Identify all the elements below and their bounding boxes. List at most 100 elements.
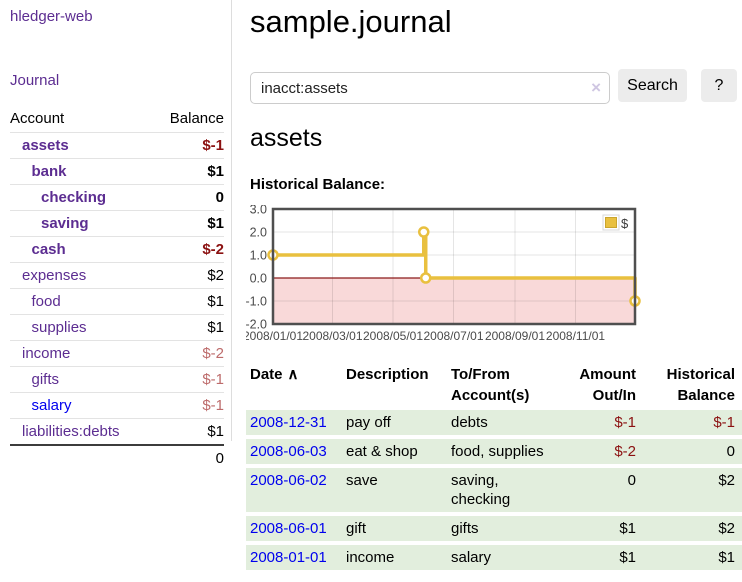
clear-search-icon[interactable]: × — [591, 78, 601, 97]
sidebar-total-balance: 0 — [153, 444, 224, 471]
register-accounts: saving, checking — [447, 468, 572, 512]
register-description: save — [342, 468, 447, 512]
register-amount: $1 — [572, 516, 640, 541]
sidebar-account-balance: $1 — [153, 314, 224, 341]
chart-title: Historical Balance: — [250, 176, 386, 193]
register-accounts: salary — [447, 545, 572, 570]
register-description: income — [342, 545, 447, 570]
register-date-link[interactable]: 2008-06-03 — [250, 443, 327, 460]
help-button[interactable]: ? — [701, 69, 737, 102]
accounts-table-header: Account Balance — [10, 110, 224, 133]
svg-text:0.0: 0.0 — [250, 272, 267, 286]
sidebar-account-row: supplies $1 — [10, 314, 224, 341]
register-col-description: Description — [342, 364, 447, 406]
sidebar-account-bank[interactable]: bank — [31, 163, 67, 180]
accounts-col-balance: Balance — [169, 110, 224, 127]
register-col-tofrom: To/From Account(s) — [447, 364, 572, 406]
register-row: 2008-12-31 pay off debts $-1 $-1 — [246, 410, 742, 435]
sidebar-account-saving[interactable]: saving — [41, 215, 89, 232]
register-row: 2008-06-01 gift gifts $1 $2 — [246, 516, 742, 541]
accounts-col-account: Account — [10, 110, 65, 127]
search-input[interactable] — [250, 72, 610, 104]
sidebar-account-salary[interactable]: salary — [31, 397, 72, 414]
register-date-cell: 2008-12-31 — [246, 410, 342, 435]
sidebar-account-expenses[interactable]: expenses — [22, 267, 87, 284]
sidebar-account-assets[interactable]: assets — [22, 137, 69, 154]
search-form: × Search ? — [250, 68, 742, 104]
register-accounts: debts — [447, 410, 572, 435]
sidebar-account-balance: $1 — [153, 288, 224, 315]
account-heading: assets — [250, 124, 323, 152]
svg-text:1.0: 1.0 — [250, 249, 267, 263]
historical-balance-chart[interactable]: $3.0 2.0 1.0 0.0 -1.0 -2.0 2008/01/01 2008/03/0… — [243, 203, 646, 347]
sidebar-account-balance: $-1 — [153, 392, 224, 419]
register-date-cell: 2008-06-02 — [246, 468, 342, 512]
main-content: sample.journal × Search ? assets Histori… — [243, 0, 742, 574]
register-col-label: Description — [346, 366, 429, 383]
sidebar-account-gifts[interactable]: gifts — [31, 371, 60, 388]
register-date-link[interactable]: 2008-01-01 — [250, 549, 327, 566]
sidebar-account-balance: $-2 — [153, 236, 224, 263]
register-accounts-text: salary — [451, 549, 492, 566]
register-description: gift — [342, 516, 447, 541]
svg-text:2008/03/01: 2008/03/01 — [302, 329, 362, 343]
register-accounts-text: saving, checking — [451, 472, 511, 508]
sidebar: hledger-web Journal Account Balance asse… — [0, 0, 232, 471]
sidebar-account-checking[interactable]: checking — [41, 189, 107, 206]
sidebar-account-cash[interactable]: cash — [31, 241, 66, 258]
sidebar-account-liabilities-debts[interactable]: liabilities:debts — [22, 423, 120, 440]
register-date-cell: 2008-01-01 — [246, 545, 342, 570]
chart-legend-label: $ — [621, 216, 629, 231]
register-balance: $2 — [640, 468, 742, 512]
sidebar-account-row: expenses $2 — [10, 262, 224, 289]
register-col-label: To/From Account(s) — [451, 366, 530, 404]
search-button[interactable]: Search — [618, 69, 687, 102]
svg-text:2008/05/01: 2008/05/01 — [363, 329, 423, 343]
register-col-date[interactable]: Date ∧ — [246, 364, 342, 406]
register-table: Date ∧ Description To/From Account(s) Amount… — [246, 360, 742, 574]
sidebar-account-row: gifts $-1 — [10, 366, 224, 393]
register-date-link[interactable]: 2008-12-31 — [250, 414, 327, 431]
register-row: 2008-06-03 eat & shop food, supplies $-2 0 — [246, 439, 742, 464]
register-balance: 0 — [640, 439, 742, 464]
sidebar-account-row: income $-2 — [10, 340, 224, 367]
register-amount: $-1 — [572, 410, 640, 435]
sidebar-account-supplies[interactable]: supplies — [31, 319, 87, 336]
register-date-cell: 2008-06-03 — [246, 439, 342, 464]
sidebar-account-row: saving $1 — [10, 210, 224, 237]
register-col-label: Historical Balance — [666, 366, 735, 404]
sidebar-total-row: 0 — [10, 444, 224, 471]
register-accounts: food, supplies — [447, 439, 572, 464]
sidebar-account-row: food $1 — [10, 288, 224, 315]
sidebar-account-balance: $1 — [153, 158, 224, 185]
sidebar-account-balance: $-1 — [153, 132, 224, 159]
register-amount: $-2 — [572, 439, 640, 464]
app-brand-link[interactable]: hledger-web — [10, 8, 93, 25]
register-balance: $2 — [640, 516, 742, 541]
sidebar-account-row: liabilities:debts $1 — [10, 418, 224, 445]
svg-text:2008/09/01: 2008/09/01 — [485, 329, 545, 343]
register-date-link[interactable]: 2008-06-02 — [250, 472, 327, 489]
sidebar-item-journal[interactable]: Journal — [10, 72, 60, 89]
register-date-link[interactable]: 2008-06-01 — [250, 520, 327, 537]
register-col-historical: Historical Balance — [640, 364, 742, 406]
sidebar-account-row: cash $-2 — [10, 236, 224, 263]
register-amount: 0 — [572, 468, 640, 512]
search-input-wrap: × — [250, 72, 610, 104]
sidebar-account-balance: $-2 — [153, 340, 224, 367]
sidebar-account-row: salary $-1 — [10, 392, 224, 419]
sidebar-account-balance: $2 — [153, 262, 224, 289]
register-row: 2008-06-02 save saving, checking 0 $2 — [246, 468, 742, 512]
sidebar-account-income[interactable]: income — [22, 345, 71, 362]
register-col-amount: Amount Out/In — [572, 364, 640, 406]
svg-text:2.0: 2.0 — [250, 226, 267, 240]
register-date-cell: 2008-06-01 — [246, 516, 342, 541]
register-accounts-text: debts — [451, 414, 488, 431]
sidebar-account-balance: $-1 — [153, 366, 224, 393]
sidebar-account-food[interactable]: food — [31, 293, 61, 310]
svg-text:2008/07/01: 2008/07/01 — [423, 329, 483, 343]
register-balance: $1 — [640, 545, 742, 570]
register-accounts: gifts — [447, 516, 572, 541]
sidebar-account-row: bank $1 — [10, 158, 224, 185]
